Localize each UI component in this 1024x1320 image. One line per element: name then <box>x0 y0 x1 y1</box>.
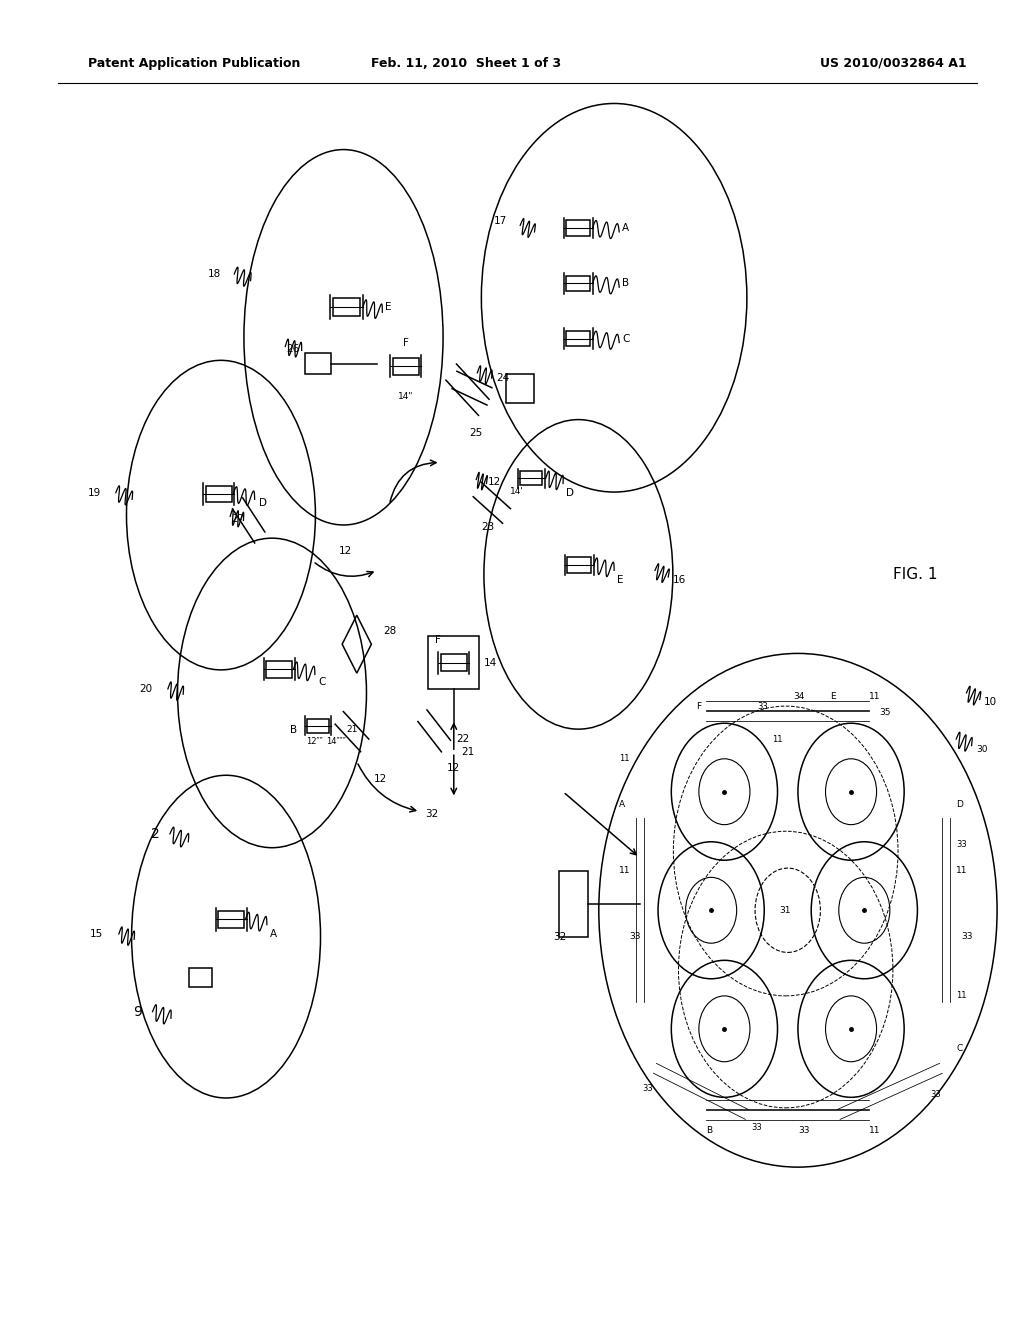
Text: 23: 23 <box>481 521 495 532</box>
Text: 28: 28 <box>383 626 396 636</box>
Text: A: A <box>623 223 630 232</box>
Text: 10: 10 <box>984 697 997 708</box>
Text: 12: 12 <box>487 477 501 487</box>
Text: 11: 11 <box>869 1126 881 1135</box>
Text: 21: 21 <box>346 725 358 734</box>
Text: 17: 17 <box>494 216 507 226</box>
Text: 20: 20 <box>139 684 153 694</box>
Text: 19: 19 <box>88 487 101 498</box>
Text: 22: 22 <box>456 734 469 744</box>
Text: 33: 33 <box>752 1123 763 1133</box>
Text: 14: 14 <box>483 657 497 668</box>
Text: 31: 31 <box>779 906 792 915</box>
Text: C: C <box>956 1044 963 1053</box>
Text: 12: 12 <box>338 545 351 556</box>
Text: US 2010/0032864 A1: US 2010/0032864 A1 <box>820 57 967 70</box>
Text: E: E <box>830 693 837 701</box>
Text: 33: 33 <box>630 932 641 941</box>
Text: 32: 32 <box>553 932 566 941</box>
Text: 33: 33 <box>798 1126 809 1135</box>
Text: 11: 11 <box>869 693 881 701</box>
Text: A: A <box>270 929 278 939</box>
Text: D: D <box>259 498 266 508</box>
Text: 14': 14' <box>510 487 524 496</box>
Text: 26: 26 <box>287 345 300 354</box>
Text: 21: 21 <box>461 747 474 758</box>
Text: 15: 15 <box>90 929 103 939</box>
Text: 11: 11 <box>956 991 967 1001</box>
Text: F: F <box>402 338 409 347</box>
Text: 33: 33 <box>962 932 973 941</box>
Text: 11: 11 <box>620 866 631 875</box>
Text: E: E <box>385 302 392 312</box>
Text: 33: 33 <box>931 1090 941 1100</box>
Text: D: D <box>956 800 964 809</box>
Text: 24: 24 <box>497 374 510 383</box>
Text: 11: 11 <box>956 866 968 875</box>
Text: 32: 32 <box>425 809 438 820</box>
Text: 11: 11 <box>772 734 783 743</box>
Text: 33: 33 <box>956 840 967 849</box>
Text: C: C <box>318 677 326 688</box>
Text: A: A <box>620 800 626 809</box>
Text: 18: 18 <box>208 269 221 279</box>
Text: 33: 33 <box>757 702 768 710</box>
Text: B: B <box>706 1126 712 1135</box>
Text: F: F <box>434 635 440 645</box>
Text: FIG. 1: FIG. 1 <box>893 566 938 582</box>
Text: 12: 12 <box>374 774 387 784</box>
Text: 9: 9 <box>133 1005 142 1019</box>
Text: 33: 33 <box>643 1084 653 1093</box>
Text: 30: 30 <box>977 744 988 754</box>
Text: 27: 27 <box>231 513 245 524</box>
Text: 12: 12 <box>447 763 461 774</box>
Text: 25: 25 <box>469 429 482 438</box>
Text: D: D <box>566 487 574 498</box>
Text: 35: 35 <box>880 709 891 717</box>
Text: C: C <box>623 334 630 343</box>
Text: B: B <box>623 279 630 288</box>
Text: Feb. 11, 2010  Sheet 1 of 3: Feb. 11, 2010 Sheet 1 of 3 <box>371 57 561 70</box>
Text: F: F <box>696 702 701 710</box>
Text: 12″″: 12″″ <box>306 737 323 746</box>
Text: Patent Application Publication: Patent Application Publication <box>88 57 301 70</box>
Text: 16: 16 <box>673 574 686 585</box>
Text: 14″″″: 14″″″ <box>326 737 346 746</box>
Text: E: E <box>617 574 624 585</box>
Text: 34: 34 <box>793 693 804 701</box>
Text: 14": 14" <box>397 392 413 401</box>
Text: B: B <box>291 725 298 735</box>
Text: 11: 11 <box>620 754 630 763</box>
Text: 2: 2 <box>151 826 160 841</box>
